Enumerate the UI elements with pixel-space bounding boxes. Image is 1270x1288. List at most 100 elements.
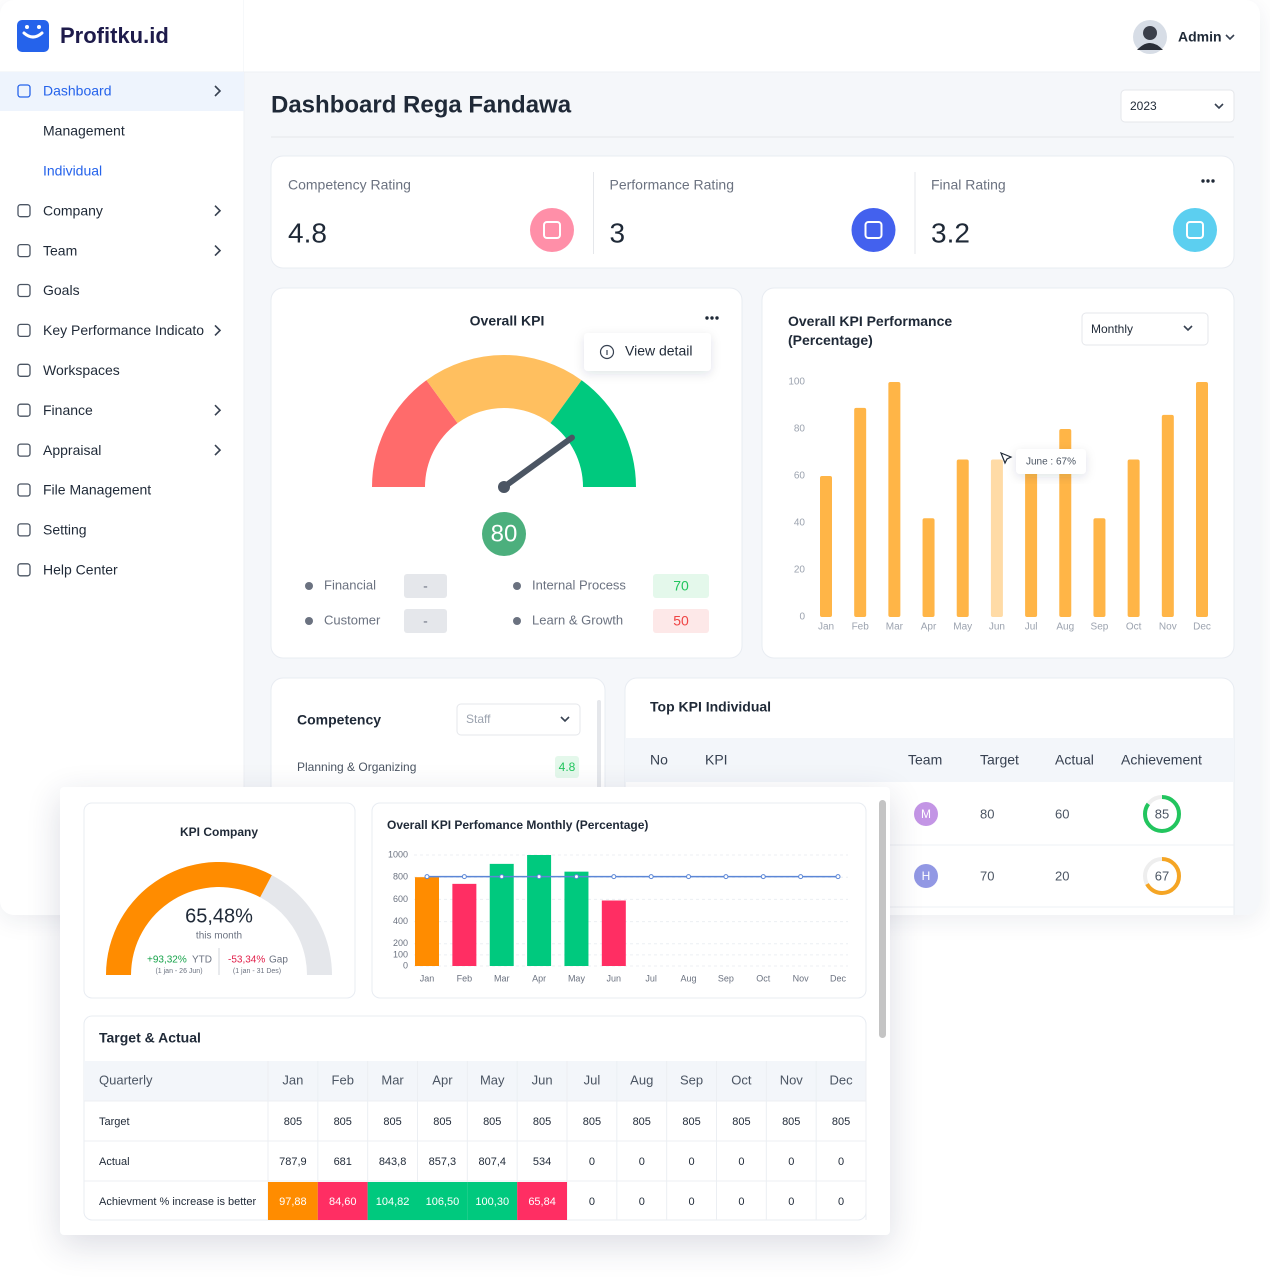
company-overlay: KPI Company 65,48% this month +93,32% YTD (1 … [60,787,890,1235]
achievement-cell [467,1182,518,1220]
target-point [798,874,804,880]
nav-icon [17,363,31,377]
legend-dot [305,617,313,625]
nav-item[interactable]: Appraisal [43,442,101,458]
column-header: Apr [432,1072,453,1087]
target-point [461,874,467,880]
menu-dot [710,316,714,320]
table-cell: 787,9 [279,1156,307,1168]
table-cell: 805 [483,1116,501,1128]
nav-item[interactable]: Help Center [43,562,118,578]
row-label: Target [99,1116,130,1128]
x-tick-label: May [568,973,586,983]
ratings-card [270,155,1235,269]
table-cell: 0 [788,1156,794,1168]
chevron [214,404,222,416]
y-tick-label: 100 [788,377,805,388]
bar [489,863,514,966]
nav-item[interactable]: Setting [43,522,87,538]
column-header: No [650,752,668,768]
y-tick-label: 600 [393,894,408,904]
y-tick-label: 60 [794,471,806,482]
rating-icon [1173,208,1217,252]
table-cell: 0 [589,1196,595,1208]
nav-icon [17,283,31,298]
dashboard-window: Profitku.id Admin Dashboard Management Indiv… [0,0,1260,915]
avatar-head [1143,26,1157,40]
gap-label: Gap [269,955,288,966]
table-cell: 843,8 [379,1156,407,1168]
gauge-zone [372,380,458,487]
card-title: Top KPI Individual [650,699,771,715]
staff-value: Staff [466,712,491,726]
x-tick-label: Aug [681,973,697,983]
competency-value: 4.8 [559,760,576,774]
x-tick-label: Apr [921,622,937,633]
legend-dot [305,582,313,590]
nav-icon [17,204,31,218]
view-detail-popup[interactable] [584,333,711,371]
staff-select[interactable] [456,703,581,736]
kpi-company-card [83,802,356,999]
target-cell: 70 [980,868,994,883]
legend-dot [513,582,521,590]
nav-item[interactable]: Dashboard [43,83,112,99]
team-initial: M [921,807,931,821]
nav-item[interactable]: Finance [43,402,93,418]
column-header: Jun [532,1072,553,1087]
x-tick-label: Jul [645,973,657,983]
nav-icon [17,243,31,258]
nav-item[interactable]: Company [43,202,103,218]
table-cell: 681 [334,1156,352,1168]
rating-label: Final Rating [931,177,1006,193]
topbar [244,0,1260,72]
year-select[interactable] [1120,89,1235,123]
logo-eye [25,25,29,29]
column-header: Sep [680,1072,703,1087]
x-tick-label: Jan [420,973,435,983]
bar [922,518,935,617]
target-point [686,874,692,880]
nav-subitem[interactable]: Management [43,123,125,139]
table-header-bg [625,738,1234,782]
table-cell: 0 [639,1156,645,1168]
table-cell: 104,82 [376,1196,410,1208]
achievement-ring [1143,795,1181,833]
nav-item[interactable]: File Management [43,482,151,498]
chevron [214,444,222,456]
avatar-body [1137,43,1163,50]
kpi-item-label: Learn & Growth [532,612,623,627]
target-point [611,874,617,880]
target-point [424,874,430,880]
bar [888,382,901,617]
nav-item[interactable]: Workspaces [43,362,120,378]
ytd-label: YTD [192,955,212,966]
column-header: Aug [630,1072,653,1087]
kpi-value: 80 [491,520,518,547]
table-cell: 84,60 [329,1196,357,1208]
table-cell: 805 [383,1116,401,1128]
card-title: Competency [297,712,381,728]
nav-item[interactable]: Goals [43,282,80,298]
x-tick-label: Sep [718,973,734,983]
x-tick-label: Dec [830,973,847,983]
card-title: Overall KPI Perfomance Monthly (Percenta… [387,818,648,832]
nav-item[interactable]: Key Performance Indicato [43,322,204,338]
column-header: Team [908,752,942,768]
table-cell: 0 [838,1196,844,1208]
bar [564,871,589,966]
card-title: Target & Actual [99,1030,201,1046]
achievement-ring [1143,857,1181,895]
rating-icon [851,208,896,252]
column-header: Actual [1055,752,1094,768]
target-point [536,874,542,880]
nav-subitem[interactable]: Individual [43,163,102,179]
gauge-zone [426,355,582,424]
table-cell: 0 [589,1156,595,1168]
ytd-value: +93,32% [147,955,187,966]
nav-item[interactable]: Team [43,242,77,258]
column-header: Achievement [1121,752,1202,768]
y-tick-label: 100 [393,949,408,959]
table-cell: 0 [788,1196,794,1208]
period-select[interactable] [1081,312,1209,346]
